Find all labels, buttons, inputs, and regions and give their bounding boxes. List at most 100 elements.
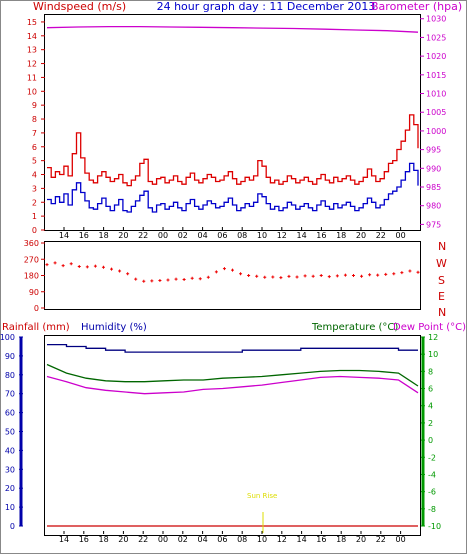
wind-panel-xtick-label: 22 [376,231,386,240]
windspeed-tick-label: 0 [32,226,37,235]
barometer-tick-label: 1020 [426,52,446,61]
direction-point [45,263,49,267]
windspeed-tick-label: 1 [32,212,37,221]
windspeed-gust-line [47,114,419,187]
direction-point [85,265,89,269]
direction-point [190,276,194,280]
temp-panel-xtick-label: 16 [316,535,326,544]
graph-title: 24 hour graph day : 11 December 2013 [157,0,376,13]
direction-point [376,273,380,277]
wind-panel-xtick-label: 12 [277,231,287,240]
direction-point [214,270,218,274]
direction-point [351,274,355,277]
temp-panel-xtick-label: 18 [99,535,109,544]
humidity-tick-label: 60 [5,409,15,418]
direction-point [142,279,146,283]
temp-panel-xtick-label: 20 [356,535,366,544]
direction-point [279,276,283,280]
barometer-tick-label: 1010 [426,90,446,99]
wind-panel-xtick-label: 08 [237,231,247,240]
barometer-line [46,25,419,33]
barometer-tick-label: 995 [426,146,441,155]
windspeed-tick-label: 3 [32,184,37,193]
humidity-tick-label: 50 [5,428,15,437]
direction-point [271,275,275,279]
temp-panel-xtick-label: 02 [178,535,188,544]
direction-point [198,277,202,281]
temp-panel-xtick-label: 00 [396,535,406,544]
wind-panel-xtick-label: 22 [138,231,148,240]
temperature-tick-label: 10 [428,350,438,359]
direction-tick-label: 0 [34,304,39,313]
temperature-tick-label: -2 [428,453,436,462]
windspeed-tick-label: 12 [27,60,37,69]
windspeed-tick-label: 15 [27,18,37,27]
direction-point [77,264,81,268]
temp-panel-xtick-label: 20 [118,535,128,544]
temperature-tick-label: 0 [428,436,433,445]
barometer-tick-label: 980 [426,202,441,211]
temp-panel-xtick-label: 18 [336,535,346,544]
compass-n-top: N [438,240,446,253]
humidity-tick-label: 80 [5,371,15,380]
rainfall-title: Rainfall (mm) [2,322,70,333]
wind-panel-xtick-label: 16 [316,231,326,240]
humidity-tick-label: 70 [5,390,15,399]
direction-point [118,269,122,273]
direction-tick-label: 180 [24,272,39,281]
direction-point [327,275,331,279]
compass-w: W [436,257,447,270]
direction-point [343,273,347,277]
windspeed-tick-label: 11 [27,73,37,82]
direction-point [287,274,291,278]
humidity-tick-label: 30 [5,465,15,474]
wind-panel-xtick-label: 20 [356,231,366,240]
temperature-tick-label: -10 [428,522,441,531]
direction-tick-label: 360 [24,239,39,248]
wind-panel-xtick-label: 00 [396,231,406,240]
direction-point [335,274,339,278]
direction-point [400,271,404,275]
temp-panel-xtick-label: 06 [217,535,227,544]
windspeed-average-line [47,162,419,213]
direction-point [368,273,372,277]
direction-point [311,274,315,278]
direction-point [53,261,57,265]
compass-e: E [438,290,445,303]
direction-point [303,274,307,278]
humidity-tick-label: 40 [5,446,15,455]
temp-panel-xtick-label: 14 [297,535,307,544]
direction-point [255,274,259,278]
direction-point [206,275,210,279]
barometer-axis: 975 980 985 990 995 1000 1005 1010 1015 1020 1025 1… [420,15,446,229]
barometer-tick-label: 985 [426,183,441,192]
barometer-tick-label: 1005 [426,108,446,117]
humidity-line [47,343,418,353]
wind-panel-xtick-label: 20 [118,231,128,240]
direction-point [239,272,243,276]
temperature-tick-label: 8 [428,367,433,376]
wind-panel-xtick-label: 00 [158,231,168,240]
wind-panel-xtick-label: 02 [178,231,188,240]
direction-point [93,264,97,268]
direction-point [319,274,323,277]
barometer-tick-label: 1030 [426,15,446,24]
direction-point [263,275,267,279]
windspeed-tick-label: 10 [27,87,37,96]
wind-panel-xtick-label: 16 [79,231,89,240]
temperature-tick-label: -8 [428,505,436,514]
wind-panel-xtick-label: 14 [59,231,69,240]
wind-panel-xtick-label: 10 [257,231,267,240]
direction-tick-label: 90 [29,288,39,297]
direction-point [126,272,130,276]
windspeed-tick-label: 5 [32,157,37,166]
direction-point [69,262,73,266]
temp-panel-xtick-label: 08 [237,535,247,544]
direction-point [182,277,186,281]
direction-point [174,277,178,281]
temperature-tick-label: 12 [428,333,438,342]
direction-point [392,272,396,276]
windspeed-tick-label: 8 [32,115,37,124]
